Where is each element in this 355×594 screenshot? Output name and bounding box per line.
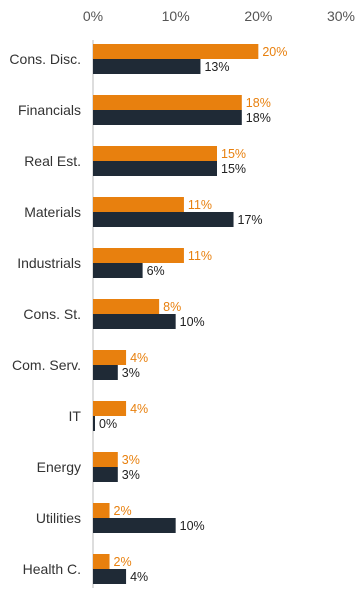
category-label: Cons. St. bbox=[23, 306, 81, 322]
data-label: 3% bbox=[122, 468, 140, 482]
bar-series-0 bbox=[93, 554, 110, 569]
bar-series-0 bbox=[93, 44, 259, 59]
data-label: 11% bbox=[188, 249, 212, 263]
data-label: 4% bbox=[130, 402, 148, 416]
bar-series-1 bbox=[93, 110, 242, 125]
x-tick-label: 20% bbox=[244, 8, 272, 24]
data-label: 4% bbox=[130, 351, 148, 365]
bar-series-1 bbox=[93, 212, 234, 227]
category-label: Energy bbox=[37, 459, 81, 475]
data-label: 13% bbox=[204, 60, 229, 74]
data-label: 15% bbox=[221, 162, 246, 176]
data-label: 20% bbox=[262, 45, 287, 59]
bar-series-0 bbox=[93, 95, 242, 110]
data-label: 11% bbox=[188, 198, 212, 212]
category-label: Health C. bbox=[23, 561, 81, 577]
category-label: Materials bbox=[24, 204, 81, 220]
bar-series-1 bbox=[93, 161, 217, 176]
bar-series-1 bbox=[93, 416, 95, 431]
bar-series-0 bbox=[93, 146, 217, 161]
category-label: Real Est. bbox=[24, 153, 81, 169]
bar-series-0 bbox=[93, 452, 118, 467]
data-label: 18% bbox=[246, 96, 271, 110]
data-label: 18% bbox=[246, 111, 271, 125]
data-label: 2% bbox=[114, 504, 132, 518]
x-tick-label: 30% bbox=[327, 8, 355, 24]
data-label: 2% bbox=[114, 555, 132, 569]
category-label: Financials bbox=[18, 102, 81, 118]
data-label: 15% bbox=[221, 147, 246, 161]
bar-series-1 bbox=[93, 314, 176, 329]
bar-series-1 bbox=[93, 59, 201, 74]
bar-series-1 bbox=[93, 365, 118, 380]
data-label: 8% bbox=[163, 300, 181, 314]
bar-series-0 bbox=[93, 503, 110, 518]
data-label: 10% bbox=[180, 315, 205, 329]
data-label: 3% bbox=[122, 453, 140, 467]
bar-series-1 bbox=[93, 263, 143, 278]
data-label: 4% bbox=[130, 570, 148, 584]
x-tick-label: 0% bbox=[83, 8, 103, 24]
x-tick-label: 10% bbox=[162, 8, 190, 24]
category-label: Industrials bbox=[17, 255, 81, 271]
category-label: Utilities bbox=[36, 510, 81, 526]
data-label: 17% bbox=[238, 213, 263, 227]
category-label: Cons. Disc. bbox=[9, 51, 81, 67]
bar-series-0 bbox=[93, 197, 184, 212]
bar-series-1 bbox=[93, 467, 118, 482]
bar-series-0 bbox=[93, 350, 127, 365]
bar-series-0 bbox=[93, 401, 127, 416]
data-label: 10% bbox=[180, 519, 205, 533]
data-label: 6% bbox=[147, 264, 165, 278]
bar-series-1 bbox=[93, 518, 176, 533]
category-label: Com. Serv. bbox=[12, 357, 81, 373]
data-label: 3% bbox=[122, 366, 140, 380]
data-label: 0% bbox=[99, 417, 117, 431]
bar-series-0 bbox=[93, 299, 160, 314]
bar-series-0 bbox=[93, 248, 184, 263]
bar-series-1 bbox=[93, 569, 127, 584]
category-label: IT bbox=[69, 408, 82, 424]
